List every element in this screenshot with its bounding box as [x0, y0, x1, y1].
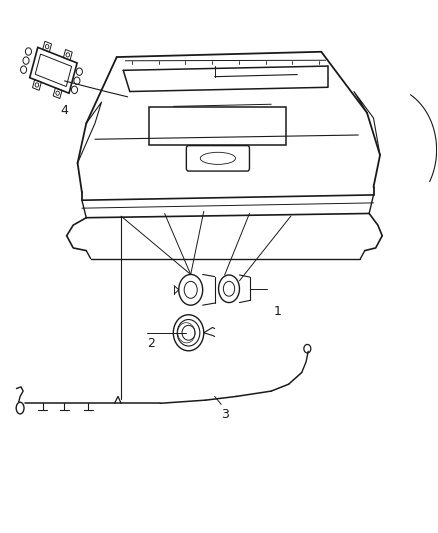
Text: 1: 1 [273, 305, 281, 318]
Text: 3: 3 [221, 408, 229, 422]
Bar [32, 79, 41, 90]
Bar [53, 88, 62, 99]
Text: 2: 2 [147, 337, 155, 350]
Bar [64, 50, 72, 60]
Text: 4: 4 [60, 103, 68, 117]
Bar [43, 41, 52, 52]
Bar [30, 47, 77, 93]
Bar [35, 54, 71, 86]
